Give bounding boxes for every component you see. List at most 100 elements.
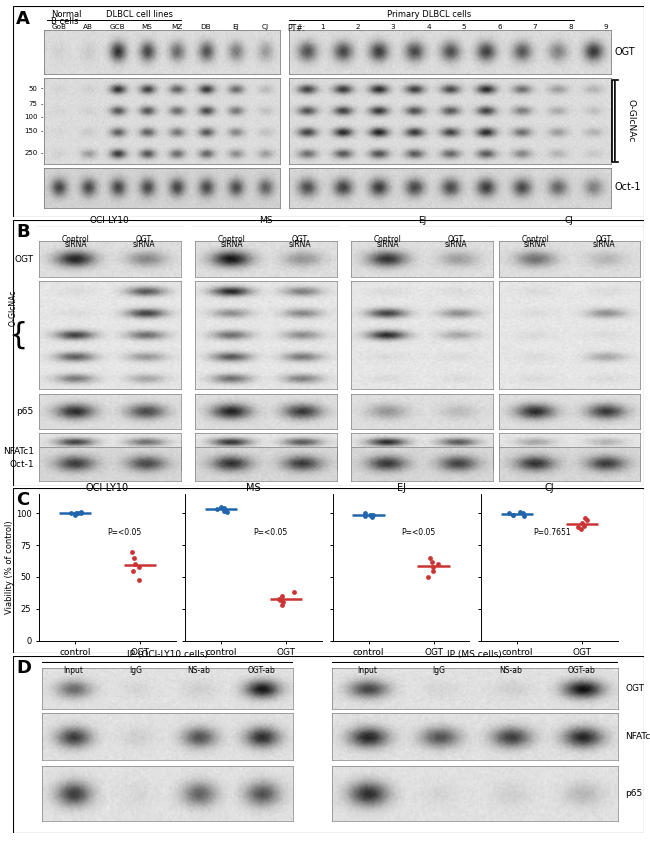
Text: C: C — [16, 491, 29, 509]
Text: 6: 6 — [497, 24, 502, 30]
Point — [576, 521, 586, 535]
Text: Normal: Normal — [51, 10, 81, 20]
Text: P=<0.05: P=<0.05 — [254, 528, 288, 538]
Text: D: D — [16, 659, 31, 676]
Text: -: - — [41, 101, 44, 107]
Text: Oct-1: Oct-1 — [614, 182, 641, 193]
Text: P=<0.05: P=<0.05 — [107, 528, 142, 538]
Text: CJ: CJ — [261, 24, 268, 30]
Point — [359, 509, 370, 522]
Text: OCI-LY10: OCI-LY10 — [90, 216, 130, 225]
Text: p65: p65 — [16, 407, 34, 416]
Point — [519, 509, 529, 522]
Text: O-GlcNAc: O-GlcNAc — [8, 290, 18, 326]
Point — [577, 516, 587, 530]
Point — [432, 557, 443, 571]
Text: NS-ab: NS-ab — [187, 666, 210, 676]
Point — [75, 506, 86, 520]
Text: OGT-ab: OGT-ab — [568, 666, 595, 676]
Text: -: - — [41, 113, 44, 120]
Point — [508, 508, 518, 521]
Point — [289, 585, 299, 599]
Point — [278, 596, 289, 609]
Text: siRNA: siRNA — [445, 240, 467, 250]
Text: 1: 1 — [320, 24, 324, 30]
Text: siRNA: siRNA — [289, 240, 311, 250]
Text: 50: 50 — [29, 85, 38, 92]
Point — [508, 508, 518, 521]
Text: 250: 250 — [25, 150, 38, 157]
Text: DLBCL cell lines: DLBCL cell lines — [106, 10, 174, 20]
Point — [212, 503, 222, 516]
Point — [426, 555, 437, 568]
Text: siRNA: siRNA — [524, 240, 547, 250]
Point — [70, 508, 80, 521]
Text: MS: MS — [259, 216, 272, 225]
Text: B: B — [16, 223, 30, 241]
Text: Control: Control — [62, 235, 90, 245]
Point — [365, 508, 376, 521]
Point — [275, 593, 285, 607]
Point — [365, 508, 375, 521]
Text: MS: MS — [142, 24, 153, 30]
Text: OGT: OGT — [614, 47, 635, 57]
Point — [423, 570, 434, 584]
Point — [573, 521, 584, 534]
Text: OGT: OGT — [625, 684, 644, 693]
Text: AB: AB — [83, 24, 94, 30]
Point — [127, 544, 138, 558]
Point — [580, 511, 590, 525]
Text: siRNA: siRNA — [133, 240, 155, 250]
Point — [424, 551, 435, 565]
Point — [428, 560, 438, 573]
Text: siRNA: siRNA — [592, 240, 615, 250]
Text: -: - — [41, 85, 44, 92]
Text: siRNA: siRNA — [64, 240, 87, 250]
Text: Oct-1: Oct-1 — [9, 460, 34, 469]
Text: Control: Control — [218, 235, 246, 245]
Title: MS: MS — [246, 483, 261, 493]
Text: -: - — [41, 128, 44, 135]
Text: 5: 5 — [462, 24, 467, 30]
Text: OGT: OGT — [595, 235, 612, 245]
Text: IP (OCI-LY10 cells): IP (OCI-LY10 cells) — [127, 650, 208, 659]
Point — [515, 505, 525, 519]
Text: Control: Control — [521, 235, 549, 245]
Text: CJ: CJ — [565, 216, 574, 225]
Point — [367, 510, 377, 524]
Point — [368, 508, 378, 521]
Text: Primary DLBCL cells: Primary DLBCL cells — [387, 10, 471, 20]
Point — [578, 519, 589, 532]
Text: IgG: IgG — [129, 666, 142, 676]
Text: 8: 8 — [568, 24, 573, 30]
Text: O-GlcNAc: O-GlcNAc — [627, 100, 636, 142]
Point — [66, 506, 77, 520]
Point — [216, 500, 227, 514]
Text: IgG: IgG — [432, 666, 445, 676]
Point — [127, 564, 138, 578]
Text: p65: p65 — [625, 789, 643, 798]
Text: NS-ab: NS-ab — [499, 666, 522, 676]
Text: PT#:: PT#: — [287, 24, 306, 33]
Text: P=0.7651: P=0.7651 — [533, 528, 571, 538]
Point — [134, 560, 144, 573]
Text: 150: 150 — [24, 128, 38, 135]
Text: OGT: OGT — [292, 235, 308, 245]
Text: OGT: OGT — [448, 235, 464, 245]
Text: 3: 3 — [391, 24, 395, 30]
Point — [130, 557, 140, 571]
Point — [276, 590, 287, 603]
Point — [582, 513, 593, 527]
Text: 100: 100 — [24, 113, 38, 120]
Point — [73, 506, 83, 520]
Text: OGT-ab: OGT-ab — [248, 666, 275, 676]
Point — [134, 573, 144, 586]
Text: OGT: OGT — [136, 235, 152, 245]
Title: CJ: CJ — [545, 483, 554, 493]
Text: siRNA: siRNA — [376, 240, 399, 250]
Title: OCI-LY10: OCI-LY10 — [86, 483, 129, 493]
Text: EJ: EJ — [418, 216, 426, 225]
Point — [359, 506, 370, 520]
Text: GCB: GCB — [110, 24, 125, 30]
Text: B cells: B cells — [51, 17, 78, 26]
